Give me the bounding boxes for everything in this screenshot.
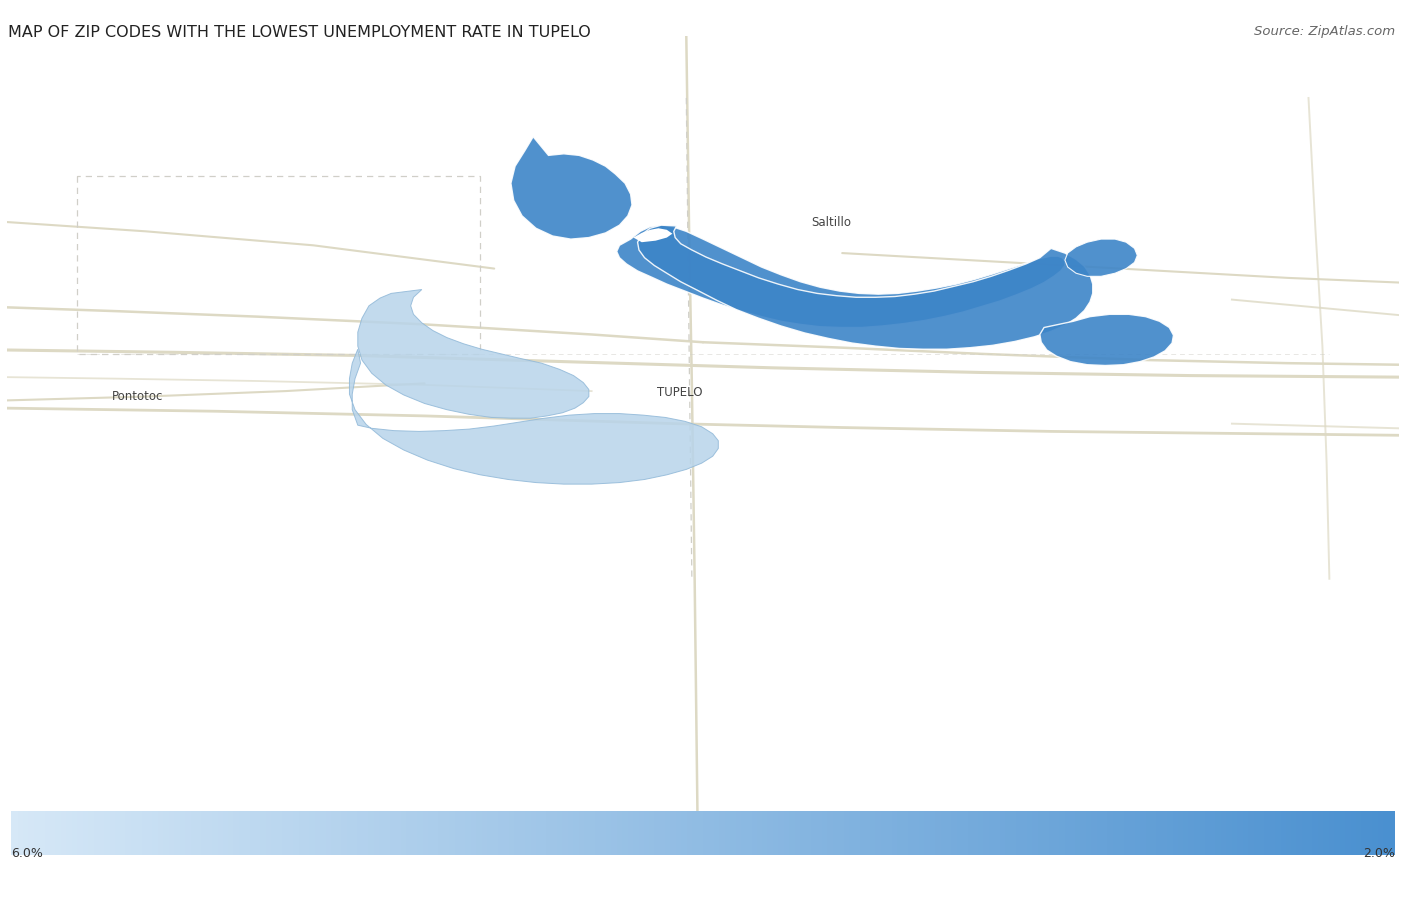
Text: 6.0%: 6.0% [11,848,44,860]
Polygon shape [637,225,1092,349]
Text: MAP OF ZIP CODES WITH THE LOWEST UNEMPLOYMENT RATE IN TUPELO: MAP OF ZIP CODES WITH THE LOWEST UNEMPLO… [8,25,591,40]
Polygon shape [617,225,1064,327]
Text: Pontotoc: Pontotoc [111,390,163,403]
Text: 2.0%: 2.0% [1362,848,1395,860]
Polygon shape [357,289,589,418]
Text: TUPELO: TUPELO [657,387,702,399]
Polygon shape [1040,315,1174,366]
Polygon shape [510,137,633,239]
Text: Saltillo: Saltillo [811,216,852,228]
Polygon shape [350,349,718,485]
Polygon shape [1064,239,1137,276]
Text: Source: ZipAtlas.com: Source: ZipAtlas.com [1254,25,1395,38]
Polygon shape [633,228,672,242]
